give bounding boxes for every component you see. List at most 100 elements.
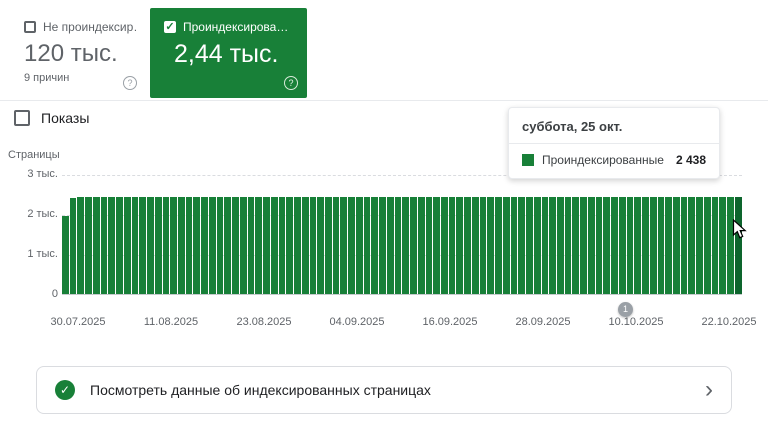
bar[interactable] xyxy=(673,197,680,295)
bar[interactable] xyxy=(549,196,556,295)
bar[interactable] xyxy=(147,197,154,295)
bar[interactable] xyxy=(309,196,317,295)
bar[interactable] xyxy=(224,196,232,295)
card-not-indexed[interactable]: Не проиндексир… 120 тыс. 9 причин ? xyxy=(10,8,146,98)
chevron-right-icon[interactable]: › xyxy=(705,376,713,403)
bar[interactable] xyxy=(611,197,618,295)
bar[interactable] xyxy=(665,196,673,295)
bar[interactable] xyxy=(386,197,394,295)
bar[interactable] xyxy=(479,196,487,295)
bar[interactable] xyxy=(278,197,286,295)
bar[interactable] xyxy=(301,197,309,295)
bar[interactable] xyxy=(471,197,479,295)
bar[interactable] xyxy=(502,197,510,295)
view-indexed-pages-banner[interactable]: ✓ Посмотреть данные об индексированных с… xyxy=(36,366,732,414)
bar[interactable] xyxy=(216,197,224,295)
bar[interactable] xyxy=(286,197,294,295)
bar[interactable] xyxy=(680,197,688,295)
not-indexed-checkbox[interactable] xyxy=(24,21,36,33)
bar[interactable] xyxy=(719,196,727,295)
card-indexed[interactable]: ✓ Проиндексирова… 2,44 тыс. ? xyxy=(150,8,307,98)
bar[interactable] xyxy=(649,197,657,295)
bar[interactable] xyxy=(263,197,270,295)
bar[interactable] xyxy=(62,215,69,295)
bar[interactable] xyxy=(239,197,247,295)
bar[interactable] xyxy=(193,197,201,295)
bar[interactable] xyxy=(487,197,495,295)
bar[interactable] xyxy=(348,197,355,295)
bar[interactable] xyxy=(139,197,147,295)
bar[interactable] xyxy=(108,196,116,295)
bar[interactable] xyxy=(340,197,348,295)
bar[interactable] xyxy=(332,197,340,295)
impressions-checkbox[interactable] xyxy=(14,110,30,126)
bar[interactable] xyxy=(464,197,471,295)
bar[interactable] xyxy=(603,197,611,295)
bar[interactable] xyxy=(208,197,216,295)
bar[interactable] xyxy=(162,196,170,295)
bar[interactable] xyxy=(557,197,564,295)
bar[interactable] xyxy=(533,197,541,295)
bar[interactable] xyxy=(69,197,77,295)
bar[interactable] xyxy=(587,197,595,295)
bar[interactable] xyxy=(727,197,734,295)
bar[interactable] xyxy=(541,197,549,295)
bar[interactable] xyxy=(123,197,131,295)
bar[interactable] xyxy=(657,197,665,295)
bar[interactable] xyxy=(711,197,719,295)
indexed-checkbox[interactable]: ✓ xyxy=(164,21,176,33)
bar[interactable] xyxy=(170,197,178,295)
bar[interactable] xyxy=(363,197,371,295)
bar[interactable] xyxy=(394,197,402,295)
bar[interactable] xyxy=(510,197,518,295)
bar[interactable] xyxy=(379,197,386,295)
bar[interactable] xyxy=(77,197,85,295)
bar[interactable] xyxy=(131,196,139,295)
bar[interactable] xyxy=(580,196,587,295)
bar[interactable] xyxy=(85,197,92,295)
bar[interactable] xyxy=(232,196,239,295)
annotation-marker[interactable]: 1 xyxy=(618,302,633,317)
bar[interactable] xyxy=(495,196,502,295)
bar[interactable] xyxy=(703,197,711,295)
bar[interactable] xyxy=(518,196,526,295)
bar[interactable] xyxy=(425,197,433,295)
bar[interactable] xyxy=(317,196,324,295)
bar[interactable] xyxy=(270,196,278,295)
gridline xyxy=(62,175,742,176)
bar[interactable] xyxy=(402,196,410,295)
bar[interactable] xyxy=(324,197,332,295)
help-icon[interactable]: ? xyxy=(284,76,298,90)
bar[interactable] xyxy=(92,196,100,295)
bar[interactable] xyxy=(696,196,703,295)
bar[interactable] xyxy=(642,197,649,295)
bar[interactable] xyxy=(371,196,379,295)
bar[interactable] xyxy=(440,196,448,295)
impressions-toggle[interactable]: Показы xyxy=(14,110,89,126)
bar[interactable] xyxy=(688,197,696,295)
bar[interactable] xyxy=(355,197,363,295)
bar[interactable] xyxy=(526,197,533,295)
bar[interactable] xyxy=(618,197,626,295)
bar[interactable] xyxy=(417,197,425,295)
bar[interactable] xyxy=(178,197,185,295)
bar[interactable] xyxy=(247,197,255,295)
bar[interactable] xyxy=(595,196,603,295)
bar[interactable] xyxy=(734,197,742,295)
bar[interactable] xyxy=(185,196,193,295)
help-icon[interactable]: ? xyxy=(123,76,137,90)
bar[interactable] xyxy=(201,196,208,295)
bar[interactable] xyxy=(572,197,580,295)
bar[interactable] xyxy=(634,197,642,295)
bar[interactable] xyxy=(626,196,634,295)
bar[interactable] xyxy=(433,197,440,295)
bar[interactable] xyxy=(100,197,108,295)
bar[interactable] xyxy=(410,196,417,295)
bar[interactable] xyxy=(154,197,162,295)
bar[interactable] xyxy=(116,197,123,295)
bar[interactable] xyxy=(564,197,572,295)
bar[interactable] xyxy=(294,197,301,295)
bar[interactable] xyxy=(255,196,263,295)
bar[interactable] xyxy=(456,197,464,295)
bar[interactable] xyxy=(448,197,456,295)
